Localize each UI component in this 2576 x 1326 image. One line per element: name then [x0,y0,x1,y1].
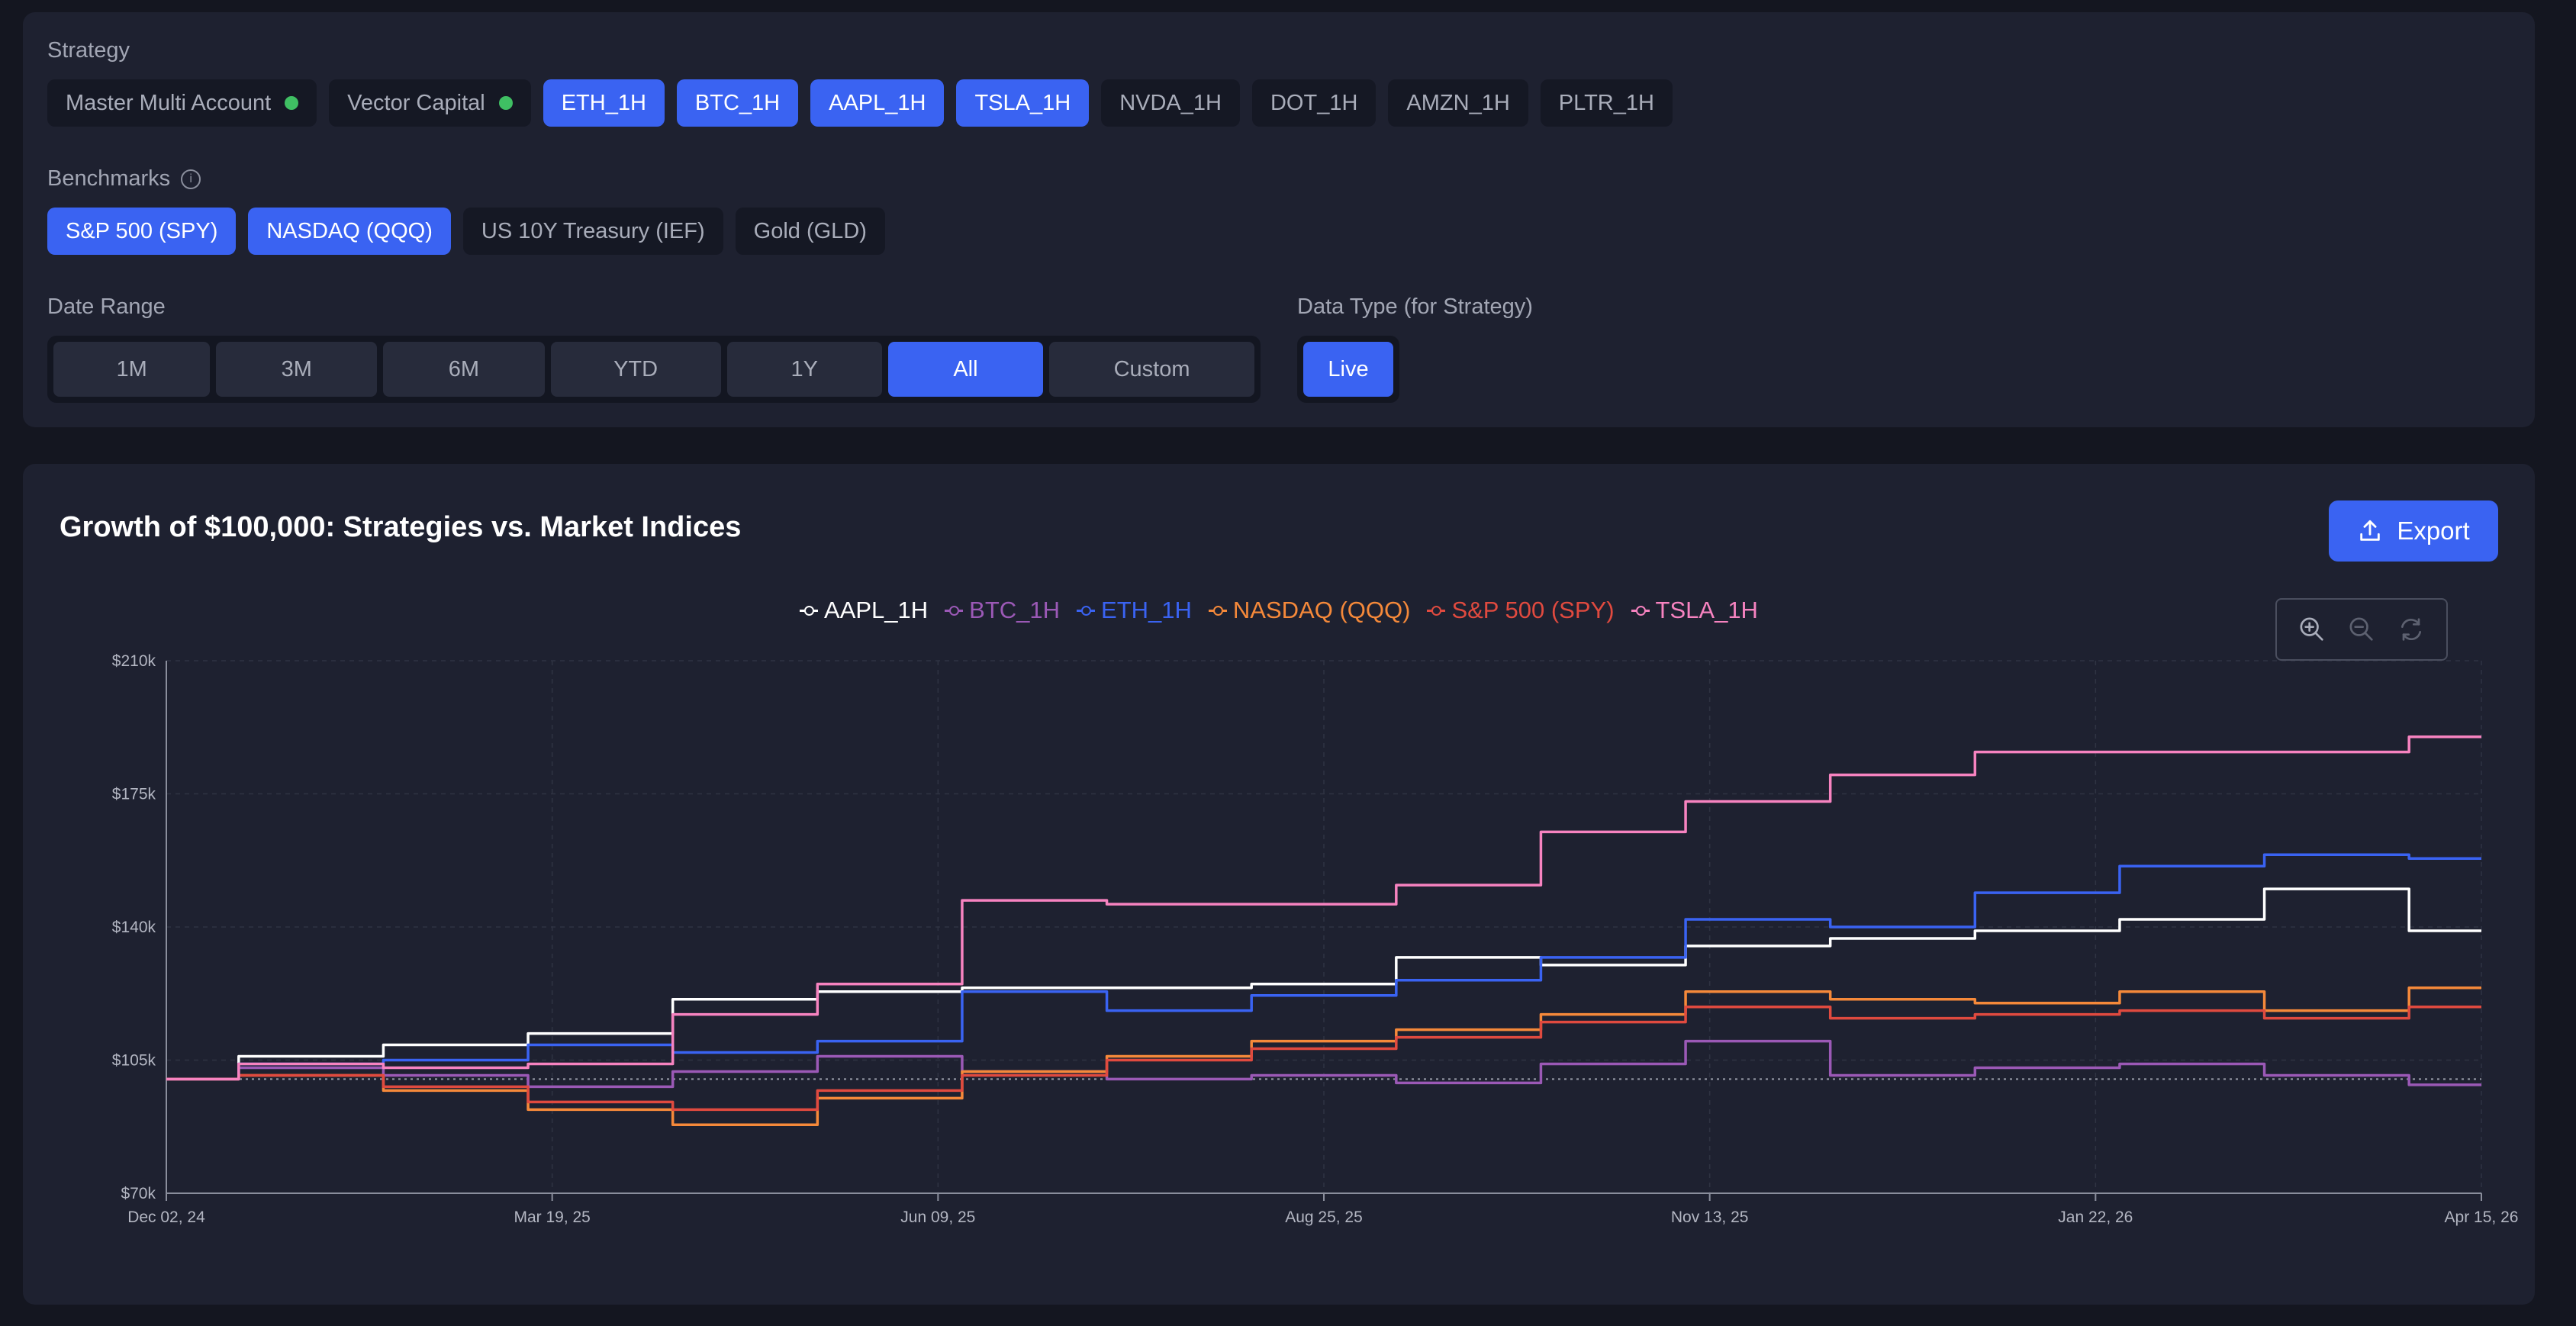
strategy-chip-tsla-1h[interactable]: TSLA_1H [956,79,1090,127]
series-line-aapl-1h [166,887,2481,1081]
legend-label: ETH_1H [1101,597,1192,623]
legend-marker-icon [1208,605,1227,616]
legend-item-tsla-1h[interactable]: TSLA_1H [1631,597,1758,624]
date-range-option-all[interactable]: All [887,342,1044,397]
date-range-option-6m[interactable]: 6M [383,342,545,397]
strategy-chip-amzn-1h[interactable]: AMZN_1H [1388,79,1528,127]
chart-title: Growth of $100,000: Strategies vs. Marke… [60,511,742,543]
date-range-selector: 1M 3M 6M YTD 1Y All Custom [47,336,1261,403]
x-tick-label: Nov 13, 25 [1671,1209,1749,1226]
reset-icon[interactable] [2396,614,2426,645]
legend-marker-icon [1077,605,1096,616]
status-dot-icon [498,96,513,110]
export-button-label: Export [2397,517,2470,545]
strategy-chip-label: BTC_1H [694,90,781,115]
strategy-chip-row: Master Multi Account Vector Capital ETH_1H… [47,79,1673,127]
x-tick-label: Jan 22, 26 [2058,1209,2133,1226]
legend-label: AAPL_1H [824,597,929,623]
strategy-chip-label: Vector Capital [347,90,485,115]
export-button[interactable]: Export [2329,500,2498,562]
status-dot-icon [285,96,299,110]
date-range-option-1m[interactable]: 1M [53,342,211,397]
legend-marker-icon [945,605,964,616]
chart-panel: $70k $105k $140k $175k $210k Dec 02, 24 Mar 19… [23,464,2535,1305]
benchmark-chip-label: US 10Y Treasury (IEF) [481,218,705,243]
strategy-chip-label: PLTR_1H [1558,90,1654,115]
date-range-option-1y[interactable]: 1Y [726,342,882,397]
strategy-chip-label: TSLA_1H [974,90,1071,115]
legend-label: BTC_1H [969,597,1061,623]
y-tick-label: $105k [112,1052,156,1070]
strategy-chip-nvda-1h[interactable]: NVDA_1H [1101,79,1240,127]
strategy-label: Strategy [47,38,130,63]
legend-item-eth-1h[interactable]: ETH_1H [1077,597,1192,624]
series-line-eth-1h [166,853,2481,1081]
benchmarks-label-text: Benchmarks [47,166,171,191]
benchmark-chip-gold-gld[interactable]: Gold (GLD) [735,208,885,255]
benchmark-chip-label: NASDAQ (QQQ) [266,218,433,243]
series-line-s-p-500-spy [166,1005,2481,1112]
y-tick-label: $140k [112,919,156,936]
strategy-chip-vector-capital[interactable]: Vector Capital [329,79,531,127]
strategy-chip-dot-1h[interactable]: DOT_1H [1251,79,1377,127]
data-type-option-live[interactable]: Live [1303,342,1393,397]
strategy-chip-label: DOT_1H [1270,90,1358,115]
strategy-chip-master-multi-account[interactable]: Master Multi Account [47,79,317,127]
x-tick-label: Apr 15, 26 [2445,1209,2519,1226]
strategy-chip-label: Master Multi Account [66,90,272,115]
upload-icon [2360,520,2381,541]
benchmark-chip-nasdaq-qqq[interactable]: NASDAQ (QQQ) [248,208,451,255]
x-tick-label: Jun 09, 25 [900,1209,975,1226]
benchmarks-label: Benchmarks i [47,166,201,191]
legend-marker-icon [1631,605,1650,616]
x-tick-label: Dec 02, 24 [127,1209,205,1226]
y-tick-label: $70k [121,1185,156,1202]
legend-item-aapl-1h[interactable]: AAPL_1H [800,597,928,624]
legend-item-nasdaq-qqq[interactable]: NASDAQ (QQQ) [1208,597,1411,624]
chart-toolbox [2275,598,2448,661]
benchmark-chip-row: S&P 500 (SPY) NASDAQ (QQQ) US 10Y Treasury… [47,208,885,255]
strategy-chip-pltr-1h[interactable]: PLTR_1H [1540,79,1673,127]
date-range-option-3m[interactable]: 3M [216,342,378,397]
legend-label: TSLA_1H [1655,597,1758,623]
zoom-in-icon[interactable] [2297,614,2327,645]
x-tick-label: Mar 19, 25 [514,1209,590,1226]
strategy-chip-btc-1h[interactable]: BTC_1H [676,79,799,127]
strategy-chip-eth-1h[interactable]: ETH_1H [543,79,665,127]
strategy-chip-aapl-1h[interactable]: AAPL_1H [810,79,945,127]
benchmark-chip-label: Gold (GLD) [753,218,867,243]
legend-item-s-p-500-spy[interactable]: S&P 500 (SPY) [1427,597,1615,624]
data-type-label: Data Type (for Strategy) [1297,294,1533,319]
strategy-chip-label: NVDA_1H [1119,90,1222,115]
legend-marker-icon [800,605,819,616]
legend-item-btc-1h[interactable]: BTC_1H [945,597,1060,624]
zoom-out-icon[interactable] [2346,614,2377,645]
strategy-chip-label: AAPL_1H [829,90,926,115]
strategy-chip-label: AMZN_1H [1406,90,1510,115]
data-type-selector: Live [1297,336,1399,403]
series-line-nasdaq-qqq [166,986,2481,1127]
growth-chart: $70k $105k $140k $175k $210k Dec 02, 24 Mar 19… [112,652,2519,1226]
date-range-option-ytd[interactable]: YTD [550,342,721,397]
date-range-label: Date Range [47,294,166,319]
benchmark-chip-us-10y-treasury-ief[interactable]: US 10Y Treasury (IEF) [462,208,723,255]
benchmark-chip-label: S&P 500 (SPY) [66,218,218,243]
x-tick-label: Aug 25, 25 [1285,1209,1363,1226]
series-line-tsla-1h [166,735,2481,1081]
chart-legend: AAPL_1H BTC_1H ETH_1H NASDAQ (QQQ) S&P 500 (… [23,597,2535,624]
legend-label: NASDAQ (QQQ) [1232,597,1411,623]
date-range-option-custom[interactable]: Custom [1049,342,1254,397]
benchmark-chip-s-p-500-spy[interactable]: S&P 500 (SPY) [47,208,237,255]
legend-marker-icon [1427,605,1446,616]
y-tick-label: $175k [112,786,156,803]
legend-label: S&P 500 (SPY) [1451,597,1615,623]
y-tick-label: $210k [112,652,156,670]
filters-panel: Strategy Master Multi Account Vector Capi… [23,12,2535,427]
strategy-chip-label: ETH_1H [561,90,646,115]
info-icon[interactable]: i [181,169,201,190]
